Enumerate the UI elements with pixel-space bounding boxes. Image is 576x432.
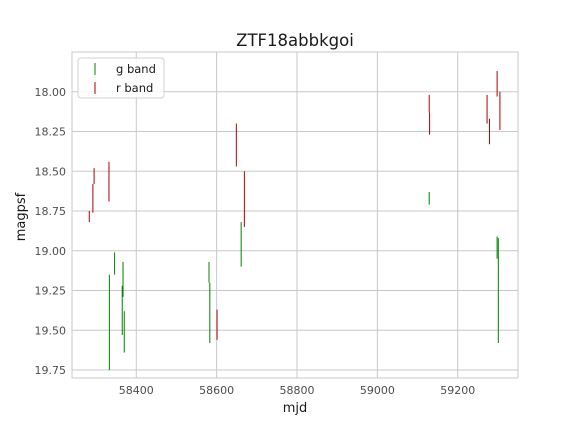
y-tick-label: 18.25: [35, 126, 67, 139]
x-tick-label: 58800: [280, 384, 315, 397]
x-tick-label: 58400: [119, 384, 154, 397]
y-axis-ticks: 18.00 18.25 18.50 18.75 19.00 19.25 19.50 19.75: [35, 86, 67, 377]
y-tick-label: 19.50: [35, 324, 67, 337]
plot-background: [72, 52, 518, 378]
x-axis-label: mjd: [283, 401, 308, 416]
x-tick-label: 58600: [199, 384, 234, 397]
chart-title: ZTF18abbkgoi: [236, 31, 354, 50]
y-tick-label: 19.25: [35, 285, 67, 298]
plot-area: [72, 52, 518, 378]
legend-label: g band: [116, 62, 156, 76]
legend-label: r band: [116, 81, 153, 95]
x-tick-label: 59200: [440, 384, 475, 397]
y-tick-label: 19.00: [35, 245, 67, 258]
y-tick-label: 18.75: [35, 205, 67, 218]
x-axis-ticks: 58400 58600 58800 59000 59200: [119, 384, 475, 397]
y-tick-label: 19.75: [35, 364, 67, 377]
x-tick-label: 59000: [360, 384, 395, 397]
legend: g band r band: [78, 58, 164, 98]
y-tick-label: 18.50: [35, 165, 67, 178]
y-axis-label: magpsf: [14, 192, 29, 241]
y-tick-label: 18.00: [35, 86, 67, 99]
